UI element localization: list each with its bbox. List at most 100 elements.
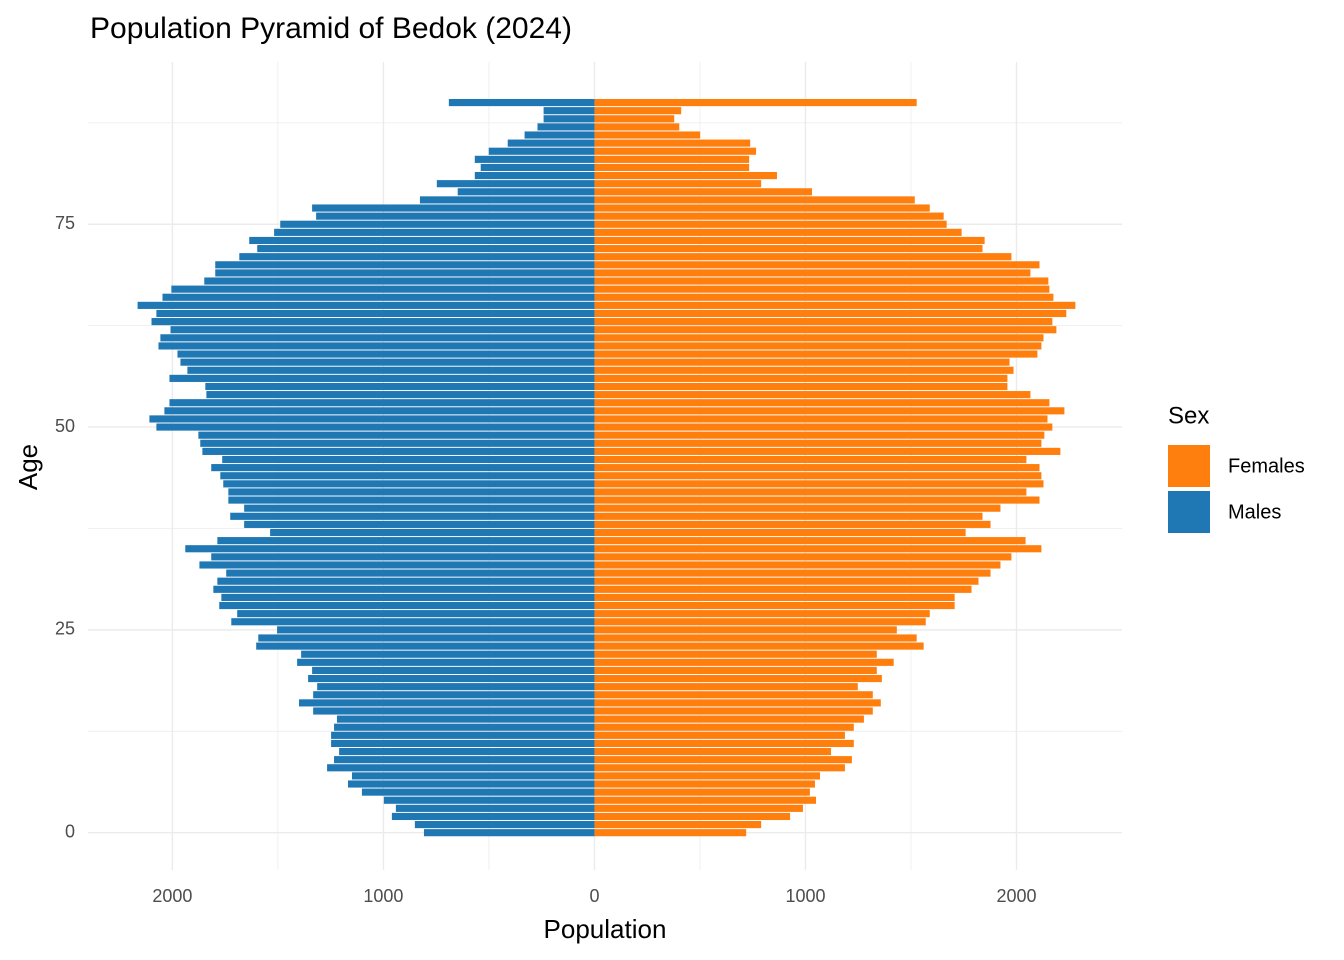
bar (151, 318, 595, 326)
bar (215, 261, 595, 269)
bar (594, 796, 817, 804)
bar (594, 464, 1040, 472)
bar (594, 318, 1053, 326)
bar (537, 123, 595, 131)
bar (448, 98, 595, 107)
bar (594, 382, 1008, 391)
bar (200, 439, 595, 447)
bar (226, 569, 595, 577)
bar (204, 277, 595, 285)
bar (244, 520, 595, 528)
bar (543, 115, 595, 123)
bar (594, 537, 1026, 545)
bar (594, 553, 1012, 561)
bar (594, 472, 1042, 480)
bar (594, 115, 675, 123)
bar (211, 553, 595, 561)
legend-key (1168, 491, 1210, 533)
bar (594, 212, 944, 220)
bar (594, 342, 1042, 350)
x-tick-label: 1000 (785, 886, 825, 906)
bar (594, 220, 947, 228)
bar (594, 496, 1040, 504)
bar (258, 634, 595, 642)
bar (162, 293, 595, 301)
bar (594, 756, 852, 764)
bar (277, 626, 595, 634)
bar (594, 528, 966, 537)
bar (205, 382, 595, 391)
bar (187, 366, 595, 374)
bar (419, 196, 595, 204)
bar (327, 764, 595, 772)
bar (594, 374, 1008, 382)
bar (274, 228, 595, 236)
y-tick-label: 50 (55, 416, 75, 436)
bar (594, 123, 680, 131)
bar (594, 358, 1010, 366)
bar (594, 512, 983, 520)
bar (228, 488, 595, 496)
bar (594, 196, 915, 204)
bar (594, 407, 1065, 415)
bar (594, 326, 1057, 334)
bar (594, 723, 854, 731)
bar (594, 285, 1050, 293)
bar (594, 415, 1048, 423)
bar (331, 739, 595, 748)
bar (594, 350, 1038, 358)
bar (594, 155, 750, 163)
bar (594, 650, 877, 658)
x-tick-label: 0 (589, 886, 599, 906)
bar (594, 399, 1050, 407)
bar (594, 107, 682, 115)
bar (219, 601, 595, 610)
bar (222, 455, 595, 464)
bar (312, 204, 595, 212)
bar (594, 188, 813, 196)
bar (280, 220, 595, 228)
bar (594, 301, 1076, 309)
bar (480, 163, 595, 172)
bar (594, 204, 930, 212)
bar (177, 350, 595, 358)
x-tick-label: 2000 (996, 886, 1036, 906)
y-tick-label: 25 (55, 619, 75, 639)
bar (217, 537, 595, 545)
bar (137, 301, 595, 309)
bar (169, 399, 595, 407)
y-axis-title: Age (13, 444, 43, 490)
bar (474, 172, 595, 180)
bar (594, 480, 1044, 488)
bar (211, 464, 595, 472)
bar (313, 707, 595, 715)
bar (308, 674, 595, 683)
bar (594, 163, 750, 172)
bar (594, 804, 803, 812)
bar (594, 236, 985, 245)
x-axis-title: Population (544, 914, 667, 944)
bar (230, 512, 595, 520)
bar (594, 245, 983, 253)
bar (594, 277, 1049, 285)
bar (414, 821, 595, 829)
bar (594, 642, 924, 650)
bar (594, 780, 815, 788)
bar (594, 261, 1040, 269)
bar (594, 269, 1031, 277)
bar (594, 391, 1031, 399)
bar (594, 545, 1042, 553)
bar (594, 293, 1054, 301)
bar (594, 180, 762, 188)
bar (594, 764, 845, 772)
bar (160, 334, 595, 342)
bar (297, 658, 595, 666)
bar (239, 253, 595, 261)
bar (524, 131, 595, 139)
bar (594, 829, 747, 837)
bar (594, 561, 1001, 569)
bar (594, 147, 757, 155)
bar (594, 366, 1014, 374)
bar (594, 439, 1042, 447)
bar (313, 691, 595, 699)
